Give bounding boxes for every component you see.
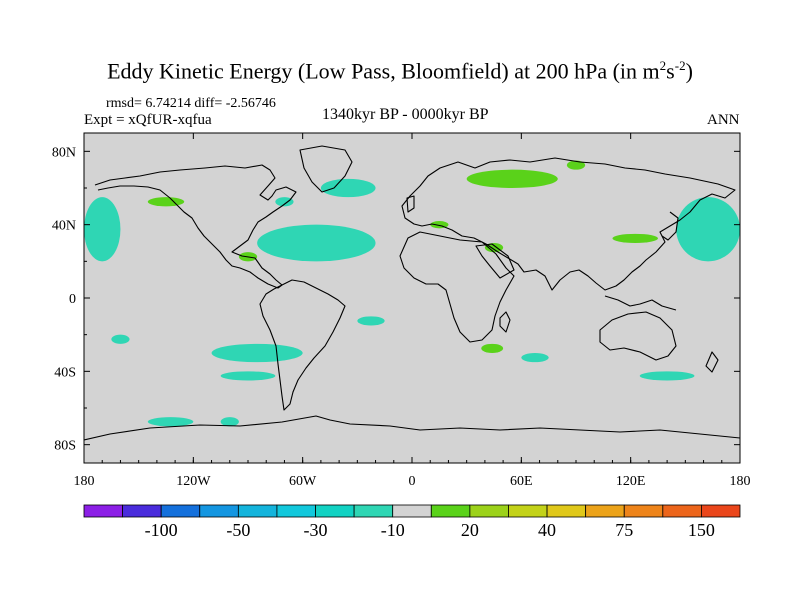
lon-label: 0 — [409, 474, 416, 489]
stats-line: rmsd= 6.74214 diff= -2.56746 — [106, 96, 276, 111]
anomaly-south-pacific-south — [220, 371, 276, 381]
anomaly-arabia — [484, 243, 504, 253]
lat-label: 0 — [69, 292, 76, 307]
coast-antarctica — [84, 415, 740, 441]
colorbar-swatch — [392, 504, 432, 518]
lat-label: 80N — [52, 145, 76, 160]
anomaly-west-siberia — [466, 169, 558, 188]
plot-title: Eddy Kinetic Energy (Low Pass, Bloomfiel… — [107, 58, 693, 84]
coast-japan — [661, 211, 679, 241]
anomaly-north-pacific-east — [84, 197, 121, 262]
lon-label: 120E — [616, 474, 646, 489]
lat-label: 80S — [54, 439, 76, 454]
anomaly-south-indian-ocean — [481, 343, 504, 353]
colorbar-label: -30 — [303, 520, 328, 540]
colorbar-swatch — [199, 504, 239, 518]
anomaly-antarctic-pacific — [147, 417, 194, 427]
anomaly-antarctic-indian — [220, 417, 239, 427]
coast-greenland — [299, 145, 353, 193]
colorbar-swatch — [585, 504, 625, 518]
anomaly-labrador — [275, 197, 294, 207]
experiment-label: Expt = xQfUR-xqfua — [84, 112, 212, 128]
colorbar-swatch — [353, 504, 394, 518]
anomaly-north-atlantic-north — [320, 178, 376, 198]
coast-australia — [599, 311, 677, 361]
colorbar — [83, 504, 741, 518]
anomaly-north-pacific-west — [676, 197, 740, 262]
colorbar-label: -50 — [226, 520, 251, 540]
coast-eurasia — [401, 157, 736, 291]
lon-label: 60E — [510, 474, 533, 489]
colorbar-swatch — [508, 504, 548, 518]
colorbar-label: 40 — [538, 520, 557, 540]
lat-label: 40S — [54, 365, 76, 380]
colorbar-label: 75 — [615, 520, 634, 540]
colorbar-swatch — [430, 504, 471, 518]
colorbar-swatch — [83, 504, 123, 518]
colorbar-swatch — [662, 504, 702, 518]
coast-uk — [406, 195, 415, 213]
colorbar-label: 150 — [687, 520, 715, 540]
coast-africa — [399, 231, 515, 343]
colorbar-label: 20 — [460, 520, 479, 540]
anomaly-south-atlantic-east — [357, 316, 385, 326]
lon-label: 180 — [730, 474, 751, 489]
colorbar-swatch — [701, 504, 741, 518]
colorbar-swatch — [315, 504, 355, 518]
lon-label: 60W — [289, 474, 317, 489]
colorbar-swatch — [122, 504, 162, 518]
anomaly-brazil — [111, 334, 130, 344]
coast-north-america — [94, 164, 297, 289]
map-axes: 80N 40N 0 40S 80S 180 120W 60W 0 60E 120E 180 — [52, 133, 751, 489]
map-background — [84, 133, 740, 463]
coast-new-zealand — [705, 351, 719, 373]
colorbar-swatch — [623, 504, 664, 518]
coast-madagascar — [499, 311, 511, 333]
lon-label: 180 — [74, 474, 95, 489]
anomaly-northwest-pacific — [147, 197, 185, 207]
anomaly-south-atlantic-mid — [521, 353, 549, 363]
period-label: 1340kyr BP - 0000kyr BP — [322, 106, 489, 123]
anomaly-east-siberia — [566, 160, 586, 170]
lon-label: 120W — [176, 474, 211, 489]
colorbar-swatch — [237, 504, 278, 518]
colorbar-swatch — [160, 504, 201, 518]
coast-south-america — [259, 279, 346, 411]
colorbar-label: -100 — [144, 520, 178, 540]
colorbar-swatch — [546, 504, 587, 518]
anomaly-southeast-australia — [639, 371, 695, 381]
lat-label: 40N — [52, 219, 76, 234]
anomaly-north-atlantic-subtropics — [257, 224, 376, 262]
colorbar-swatch — [469, 504, 509, 518]
anomaly-east-asia — [612, 233, 658, 244]
colorbar-swatch — [276, 504, 316, 518]
season-label: ANN — [707, 112, 740, 128]
coast-arabia — [475, 243, 515, 279]
coast-indonesia — [604, 295, 677, 311]
coastlines — [84, 145, 740, 441]
colorbar-label: -10 — [380, 520, 405, 540]
anomaly-south-pacific-east — [211, 343, 303, 363]
